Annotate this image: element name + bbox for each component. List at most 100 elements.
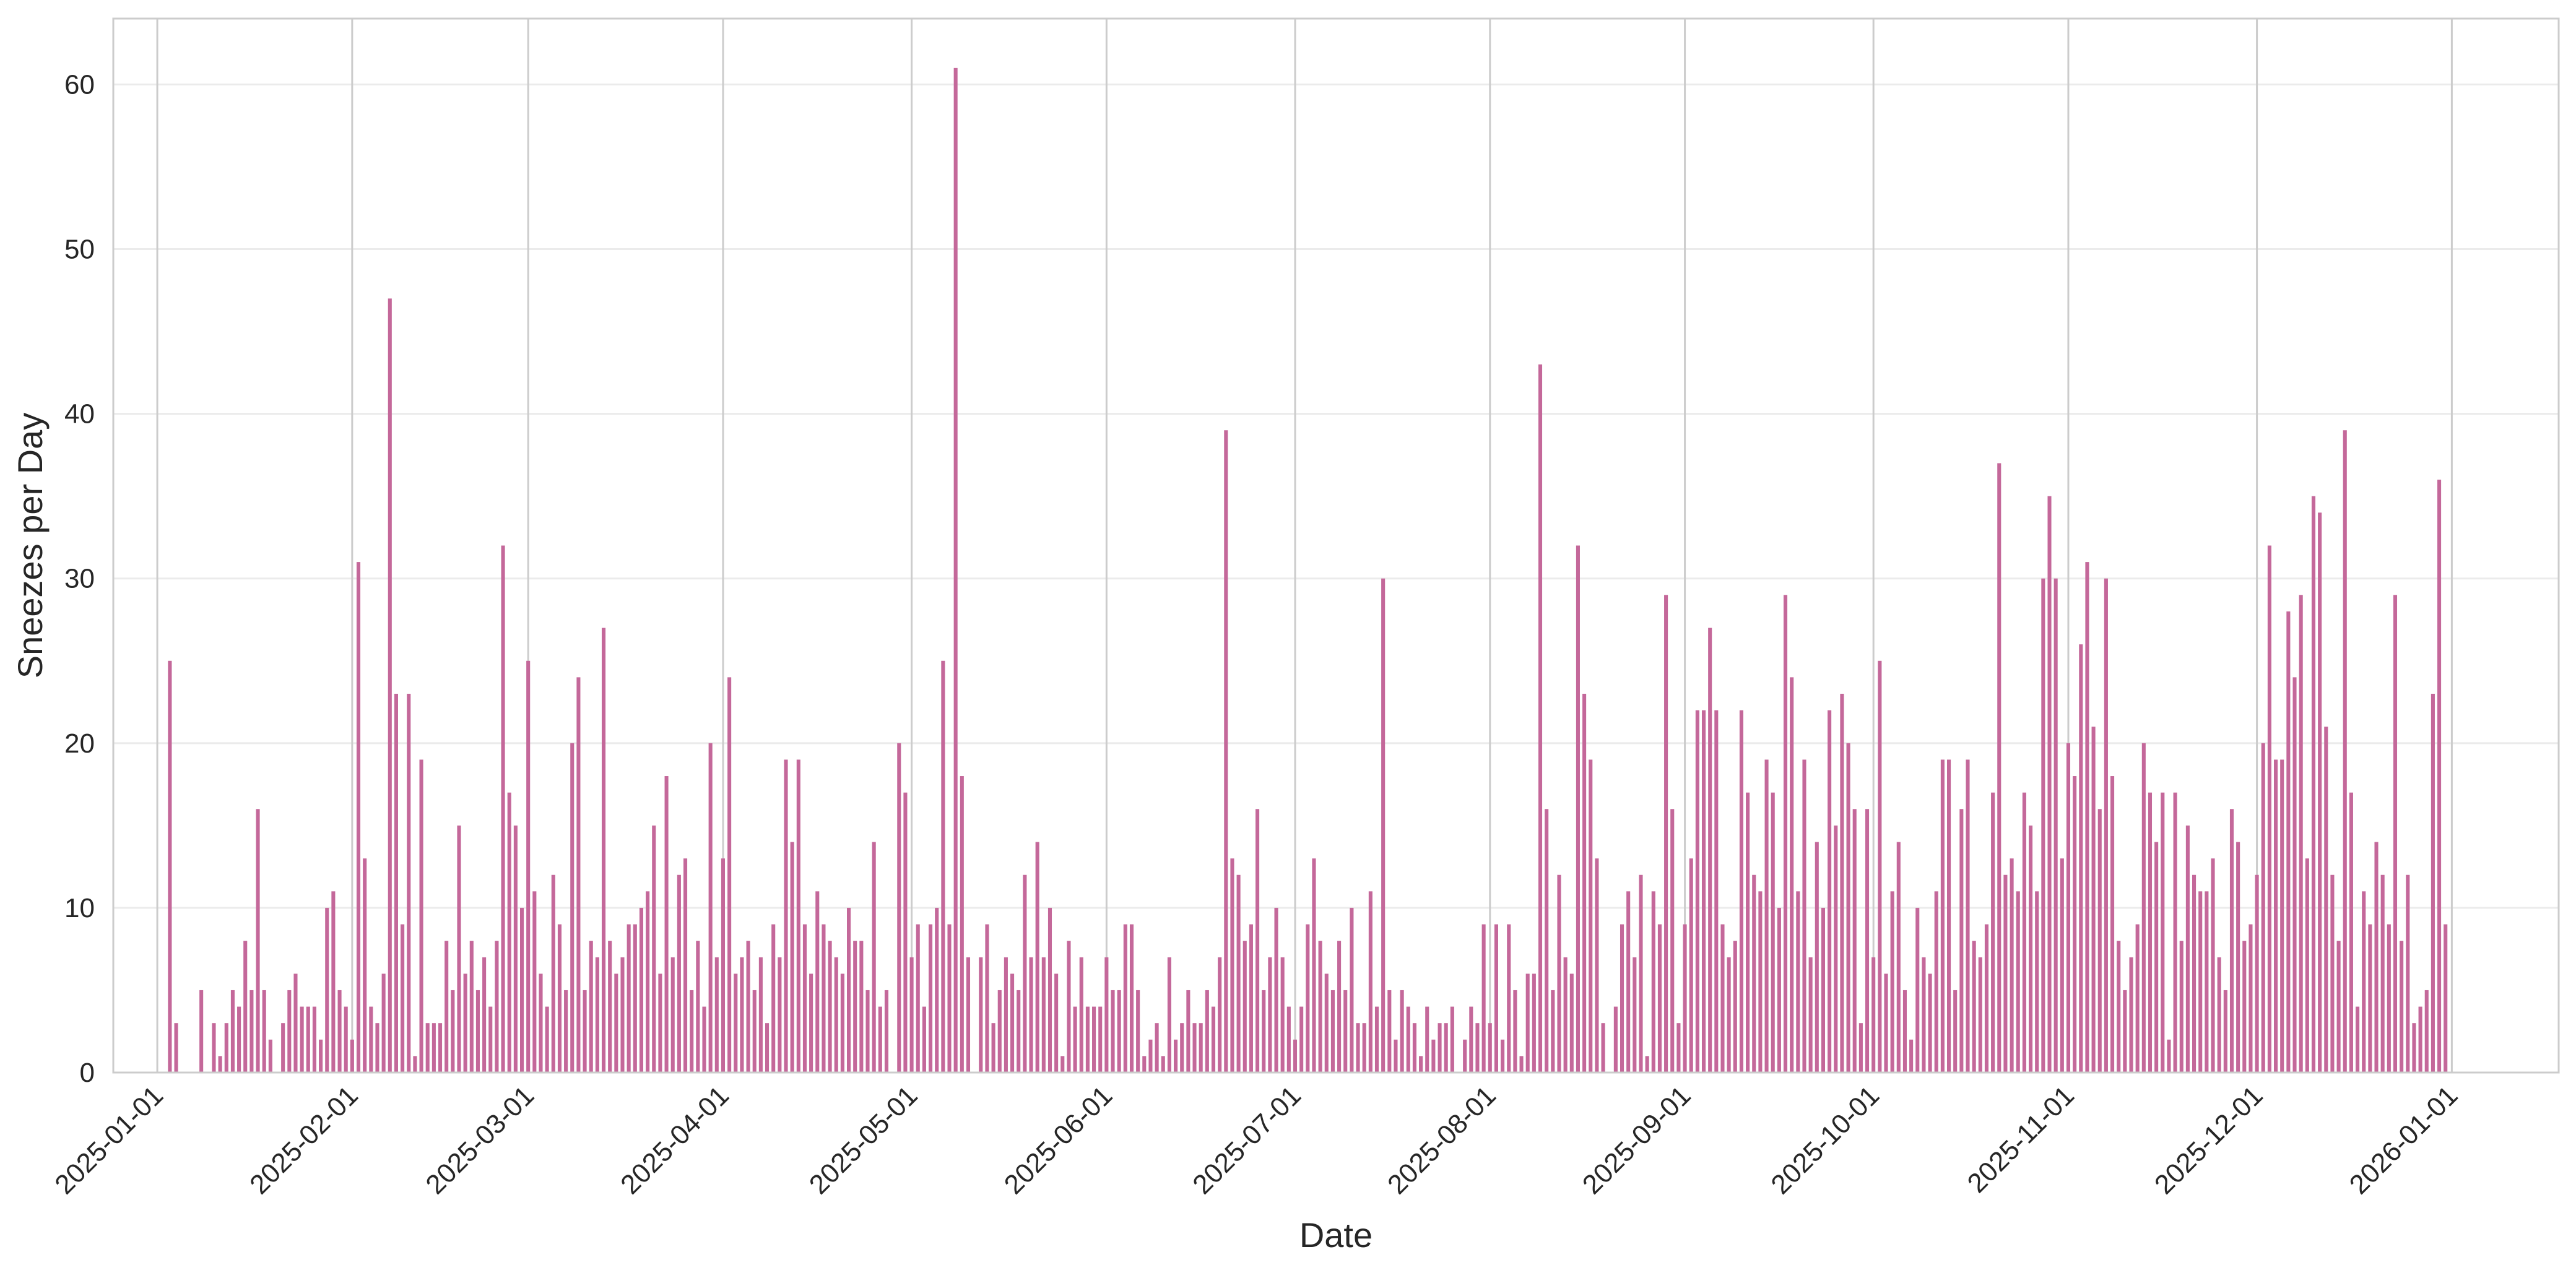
bar bbox=[2437, 480, 2442, 1073]
bar bbox=[1079, 957, 1083, 1073]
bar bbox=[1475, 1023, 1480, 1073]
bar bbox=[1676, 1023, 1681, 1073]
bar bbox=[1620, 924, 1624, 1073]
bar bbox=[1142, 1056, 1147, 1073]
bar bbox=[174, 1023, 178, 1073]
bar bbox=[369, 1006, 373, 1073]
bar bbox=[1368, 891, 1373, 1073]
bar bbox=[249, 990, 254, 1073]
bar bbox=[670, 957, 675, 1073]
bar bbox=[1180, 1023, 1184, 1073]
bar bbox=[463, 974, 467, 1073]
bar bbox=[1582, 693, 1587, 1073]
bar bbox=[677, 874, 681, 1073]
bar bbox=[1828, 710, 1832, 1073]
bar bbox=[1047, 907, 1052, 1073]
bar bbox=[363, 858, 367, 1073]
bar bbox=[1010, 974, 1015, 1073]
bar bbox=[325, 907, 329, 1073]
bar bbox=[1639, 874, 1643, 1073]
bar bbox=[2229, 809, 2234, 1073]
bar bbox=[1922, 957, 1926, 1073]
bar bbox=[1519, 1056, 1524, 1073]
bar bbox=[451, 990, 455, 1073]
bar bbox=[796, 759, 800, 1073]
bar bbox=[1494, 924, 1498, 1073]
bar bbox=[1236, 874, 1241, 1073]
bar bbox=[1689, 858, 1693, 1073]
y-tick-label: 60 bbox=[64, 69, 95, 100]
bar bbox=[199, 990, 204, 1073]
bar bbox=[1701, 710, 1706, 1073]
x-tick-label: 2025-07-01 bbox=[1187, 1080, 1307, 1200]
bar bbox=[312, 1006, 316, 1073]
bar bbox=[897, 743, 901, 1073]
bar bbox=[941, 660, 945, 1073]
bar bbox=[1878, 660, 1882, 1073]
bar bbox=[1708, 628, 1712, 1073]
bar bbox=[1821, 907, 1825, 1073]
bar bbox=[1023, 874, 1027, 1073]
bar bbox=[2003, 874, 2008, 1073]
bar bbox=[1199, 1023, 1203, 1073]
bar bbox=[991, 1023, 995, 1073]
bar bbox=[1683, 924, 1687, 1073]
bar bbox=[2400, 941, 2404, 1073]
bar bbox=[960, 776, 964, 1073]
bar bbox=[2217, 957, 2221, 1073]
bar bbox=[947, 924, 952, 1073]
bar bbox=[1017, 990, 1021, 1073]
bar bbox=[953, 67, 958, 1073]
bar bbox=[394, 693, 398, 1073]
bar bbox=[878, 1006, 882, 1073]
bar bbox=[1299, 1006, 1304, 1073]
bar bbox=[331, 891, 336, 1073]
bar bbox=[2274, 759, 2278, 1073]
bar bbox=[306, 1006, 310, 1073]
bar bbox=[230, 990, 235, 1073]
bar bbox=[859, 941, 864, 1073]
bar bbox=[482, 957, 487, 1073]
bar bbox=[1123, 924, 1127, 1073]
bar bbox=[1771, 792, 1775, 1073]
bar bbox=[1852, 809, 1857, 1073]
bar bbox=[1871, 957, 1876, 1073]
bar bbox=[1595, 858, 1599, 1073]
bar bbox=[658, 974, 662, 1073]
bar bbox=[1764, 759, 1769, 1073]
bar bbox=[2154, 842, 2159, 1073]
bar bbox=[1312, 858, 1316, 1073]
plot-frame bbox=[112, 17, 2560, 1074]
bar bbox=[507, 792, 511, 1073]
bar bbox=[2167, 1039, 2171, 1073]
bar bbox=[2336, 941, 2341, 1073]
bar bbox=[1790, 677, 1794, 1073]
bar bbox=[1356, 1023, 1360, 1073]
x-tick-label: 2025-01-01 bbox=[49, 1080, 169, 1200]
bar bbox=[1035, 842, 1039, 1073]
bar bbox=[1481, 924, 1486, 1073]
x-tick-label: 2025-05-01 bbox=[804, 1080, 924, 1200]
bar bbox=[1601, 1023, 1605, 1073]
bar bbox=[539, 974, 543, 1073]
bar bbox=[1796, 891, 1800, 1073]
bar bbox=[714, 957, 719, 1073]
x-tick-label: 2025-08-01 bbox=[1382, 1080, 1502, 1200]
bar bbox=[1815, 842, 1819, 1073]
y-tick-label: 50 bbox=[64, 235, 95, 265]
bar bbox=[1343, 990, 1348, 1073]
bar bbox=[771, 924, 776, 1073]
bar bbox=[790, 842, 794, 1073]
bar bbox=[1205, 990, 1209, 1073]
bar bbox=[237, 1006, 241, 1073]
bar bbox=[929, 924, 933, 1073]
bar bbox=[1840, 693, 1844, 1073]
bar bbox=[1507, 924, 1511, 1073]
bar bbox=[1186, 990, 1190, 1073]
bar bbox=[2286, 611, 2291, 1073]
bar bbox=[2249, 924, 2253, 1073]
x-tick-label: 2025-11-01 bbox=[1962, 1080, 2080, 1198]
bar bbox=[734, 974, 738, 1073]
bar bbox=[2073, 776, 2077, 1073]
bar bbox=[532, 891, 537, 1073]
